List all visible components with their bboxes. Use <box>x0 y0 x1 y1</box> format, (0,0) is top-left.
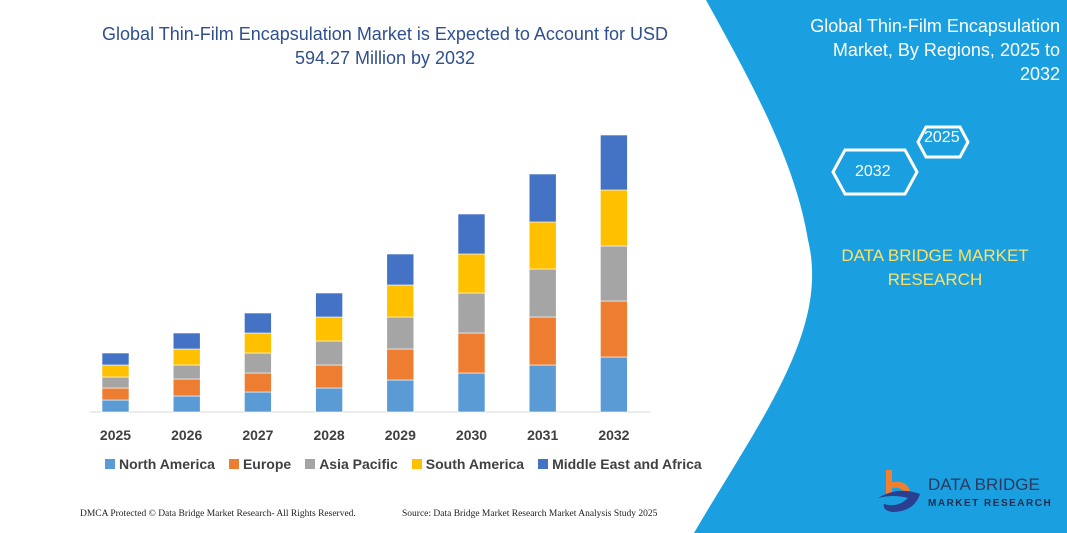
bar-2031-europe <box>528 316 557 366</box>
data-bridge-logo: DATA BRIDGE MARKET RESEARCH <box>878 468 1063 523</box>
x-tick-label: 2028 <box>314 427 345 443</box>
bar-2029-asia-pacific <box>386 316 415 350</box>
x-tick-label: 2025 <box>100 427 131 443</box>
bar-2032-asia-pacific <box>600 245 628 302</box>
legend-label: Europe <box>242 456 292 472</box>
bar-2028-middle-east-and-africa <box>315 292 343 318</box>
bar-2031-south-america <box>528 221 557 270</box>
bar-2025-europe <box>101 387 130 401</box>
bar-2030-south-america <box>457 253 486 294</box>
hex-label-2025: 2025 <box>924 129 960 146</box>
bar-2028-south-america <box>315 316 343 342</box>
legend-label: South America <box>425 456 525 472</box>
bar-2028-europe <box>315 364 343 389</box>
logo-text: DATA BRIDGE <box>928 475 1040 494</box>
footer-source: Source: Data Bridge Market Research Mark… <box>402 509 658 519</box>
bar-2027-europe <box>244 372 272 393</box>
brand-text: DATA BRIDGE MARKET RESEARCH <box>841 246 1029 289</box>
bar-2030-asia-pacific <box>457 292 486 334</box>
chart-title: Global Thin-Film Encapsulation Market is… <box>102 24 668 68</box>
legend-item: Asia Pacific <box>305 456 398 472</box>
x-tick-label: 2027 <box>242 427 273 443</box>
x-tick-label: 2029 <box>385 427 416 443</box>
legend-item: Europe <box>228 456 292 472</box>
bar-2029-north-america <box>386 379 415 413</box>
bar-2031-middle-east-and-africa <box>528 173 557 223</box>
bar-2027-middle-east-and-africa <box>244 312 272 334</box>
legend-label: Asia Pacific <box>319 456 398 472</box>
legend: North America Europe Asia Pacific South Ame… <box>105 456 702 472</box>
side-panel-title: Global Thin-Film Encapsulation Market, B… <box>810 16 1060 84</box>
bar-2032-north-america <box>600 356 628 413</box>
legend-label: North America <box>119 456 215 472</box>
bar-2030-europe <box>457 332 486 374</box>
bar-2028-north-america <box>315 387 343 413</box>
legend-swatch <box>305 459 316 469</box>
bar-2028-asia-pacific <box>315 340 343 366</box>
bar-2032-middle-east-and-africa <box>600 134 628 191</box>
bar-2025-asia-pacific <box>101 376 130 389</box>
hex-label-2032: 2032 <box>855 163 891 180</box>
legend-item: North America <box>105 456 215 472</box>
bar-2027-south-america <box>244 332 272 354</box>
bar-2025-middle-east-and-africa <box>101 352 130 366</box>
bar-2032-europe <box>600 300 628 358</box>
bar-2029-middle-east-and-africa <box>386 253 415 286</box>
bar-2031-north-america <box>528 364 557 413</box>
bar-2031-asia-pacific <box>528 268 557 318</box>
bar-2026-north-america <box>172 395 201 413</box>
bars <box>101 134 628 413</box>
bar-2025-south-america <box>101 364 130 378</box>
bar-2032-south-america <box>600 189 628 247</box>
bar-2030-middle-east-and-africa <box>457 213 486 255</box>
bar-2029-europe <box>386 348 415 381</box>
x-ticks: 2025 2026 2027 2028 2029 2030 2031 2032 <box>100 427 630 443</box>
bar-2030-north-america <box>457 372 486 413</box>
x-tick-label: 2030 <box>456 427 487 443</box>
x-tick-label: 2031 <box>527 427 558 443</box>
footer-copyright: DMCA Protected © Data Bridge Market Rese… <box>80 509 356 519</box>
legend-swatch <box>228 459 239 469</box>
bar-2026-europe <box>172 378 201 397</box>
side-panel <box>694 0 1067 533</box>
bar-2029-south-america <box>386 284 415 318</box>
bar-2027-north-america <box>244 391 272 413</box>
legend-swatch <box>538 459 549 469</box>
legend-item: Middle East and Africa <box>538 456 702 472</box>
bar-2026-asia-pacific <box>172 364 201 380</box>
legend-swatch <box>105 459 115 469</box>
legend-swatch <box>411 459 422 469</box>
legend-item: South America <box>411 456 525 472</box>
bar-2026-south-america <box>172 348 201 366</box>
legend-label: Middle East and Africa <box>552 456 702 472</box>
bar-2027-asia-pacific <box>244 352 272 374</box>
logo-subtext: MARKET RESEARCH <box>928 498 1052 509</box>
x-tick-label: 2032 <box>598 427 629 443</box>
hexagon-2032 <box>831 148 919 196</box>
bar-2026-middle-east-and-africa <box>172 332 201 350</box>
x-tick-label: 2026 <box>171 427 202 443</box>
hexagon-2025 <box>916 125 970 159</box>
bar-2025-north-america <box>101 399 130 413</box>
